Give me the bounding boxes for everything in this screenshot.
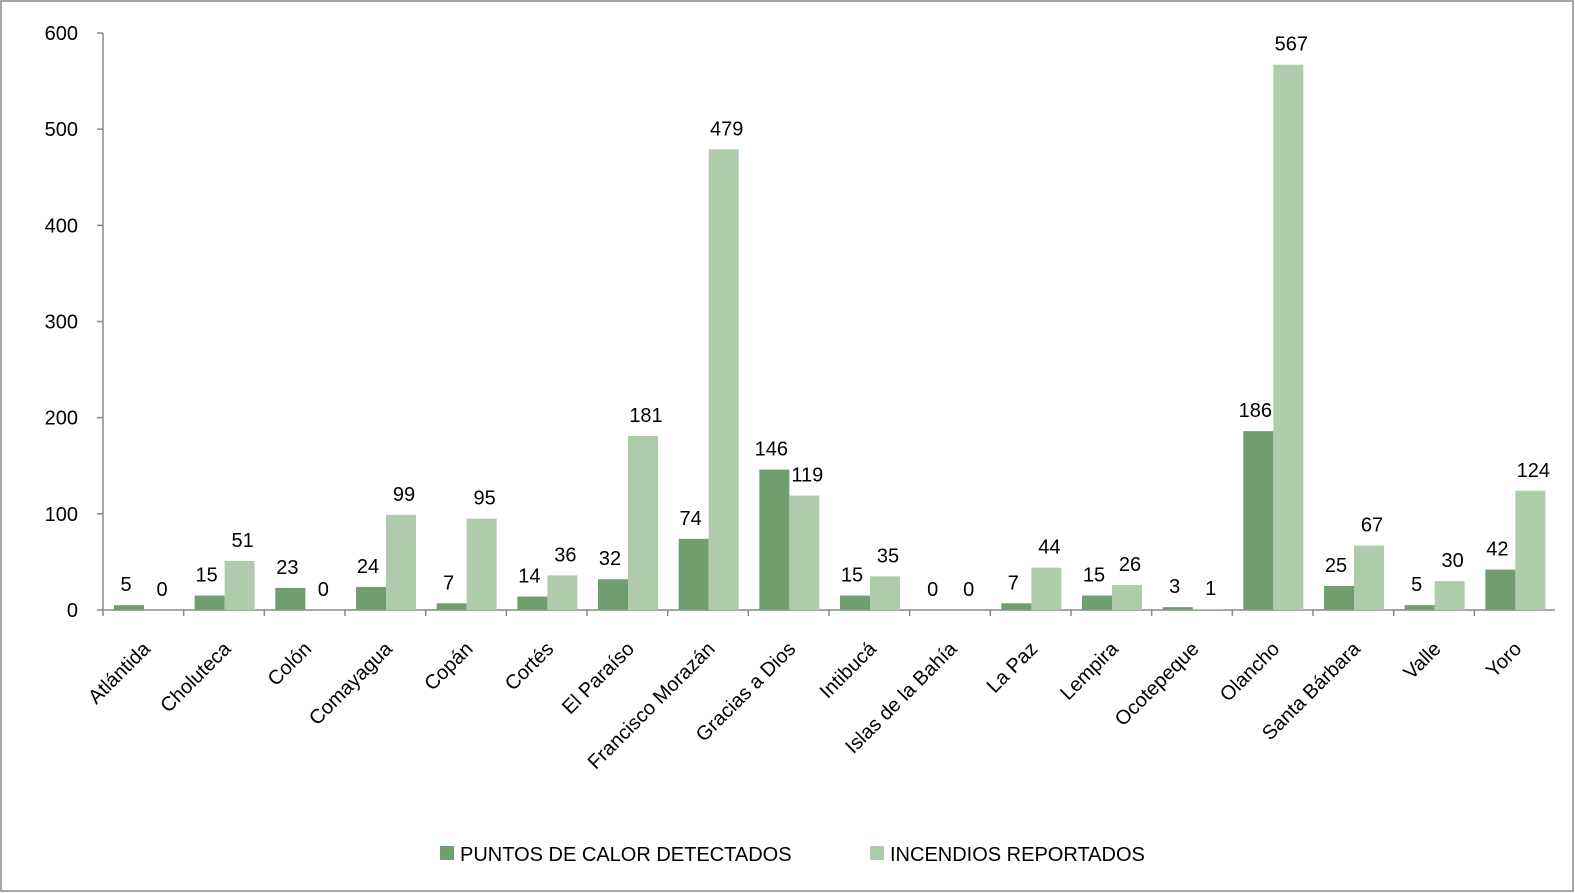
data-label: 15: [841, 565, 863, 587]
data-label: 479: [710, 118, 743, 140]
y-tick-label: 100: [45, 504, 78, 526]
data-label: 7: [1008, 572, 1019, 594]
bar: [1192, 609, 1223, 610]
bar: [194, 595, 225, 610]
data-label: 0: [927, 579, 938, 601]
data-label: 67: [1361, 515, 1383, 537]
y-tick-label: 500: [45, 119, 78, 141]
data-label: 181: [629, 405, 662, 427]
bar: [224, 560, 255, 610]
bar: [1354, 545, 1384, 610]
bar: [1515, 490, 1546, 610]
data-label: 119: [791, 465, 823, 487]
y-tick-label: 0: [67, 600, 78, 622]
bar: [547, 575, 578, 610]
bar: [1434, 581, 1465, 610]
data-label: 42: [1486, 539, 1508, 561]
bar: [466, 518, 497, 610]
bar: [789, 495, 820, 610]
bar: [114, 605, 144, 610]
bar: [840, 595, 870, 610]
bar: [1243, 431, 1274, 610]
bar: [759, 469, 790, 610]
data-label: 99: [393, 484, 415, 506]
bar: [678, 538, 709, 610]
data-label: 567: [1275, 34, 1308, 56]
data-label: 25: [1325, 555, 1347, 577]
bar: [275, 587, 306, 610]
bar: [708, 149, 739, 610]
bar: [1031, 567, 1062, 610]
data-label: 5: [120, 574, 131, 596]
data-label: 30: [1442, 550, 1464, 572]
y-tick-label: 200: [45, 408, 78, 430]
data-label: 35: [877, 545, 899, 567]
data-label: 15: [196, 565, 218, 587]
bar: [386, 514, 416, 610]
bar: [628, 435, 658, 610]
data-label: 14: [518, 566, 540, 588]
data-label: 44: [1038, 537, 1060, 559]
legend-label: PUNTOS DE CALOR DETECTADOS: [460, 844, 792, 866]
data-label: 5: [1411, 574, 1422, 596]
data-label: 32: [599, 548, 621, 570]
data-label: 7: [443, 572, 454, 594]
legend-label: INCENDIOS REPORTADOS: [890, 844, 1145, 866]
data-label: 1: [1205, 578, 1216, 600]
data-label: 74: [680, 508, 702, 530]
data-label: 0: [156, 579, 167, 601]
bar: [1404, 605, 1435, 610]
data-label: 51: [232, 530, 254, 552]
data-label: 26: [1119, 554, 1141, 576]
bar: [1082, 595, 1112, 610]
legend-swatch: [440, 846, 454, 860]
data-label: 146: [755, 439, 788, 461]
bar: [1162, 607, 1193, 610]
bar: [1273, 64, 1304, 611]
data-label: 0: [318, 579, 329, 601]
bar: [356, 586, 386, 610]
data-label: 95: [474, 488, 496, 510]
data-label: 124: [1517, 460, 1550, 482]
y-tick-label: 600: [45, 23, 78, 45]
data-label: 36: [554, 544, 576, 566]
data-label: 0: [963, 579, 974, 601]
y-tick-label: 300: [45, 312, 78, 334]
bar: [870, 576, 900, 610]
data-label: 15: [1083, 565, 1105, 587]
data-label: 24: [357, 556, 379, 578]
data-label: 3: [1169, 576, 1180, 598]
bar: [1324, 585, 1354, 610]
legend-swatch: [870, 846, 884, 860]
bar: [1485, 569, 1516, 610]
data-label: 186: [1239, 400, 1272, 422]
bar: [1112, 584, 1142, 610]
data-label: 23: [276, 557, 298, 579]
bar: [517, 596, 548, 610]
y-tick-label: 400: [45, 215, 78, 237]
bar: [1001, 603, 1032, 610]
bar: [598, 579, 628, 610]
bar: [436, 603, 467, 610]
